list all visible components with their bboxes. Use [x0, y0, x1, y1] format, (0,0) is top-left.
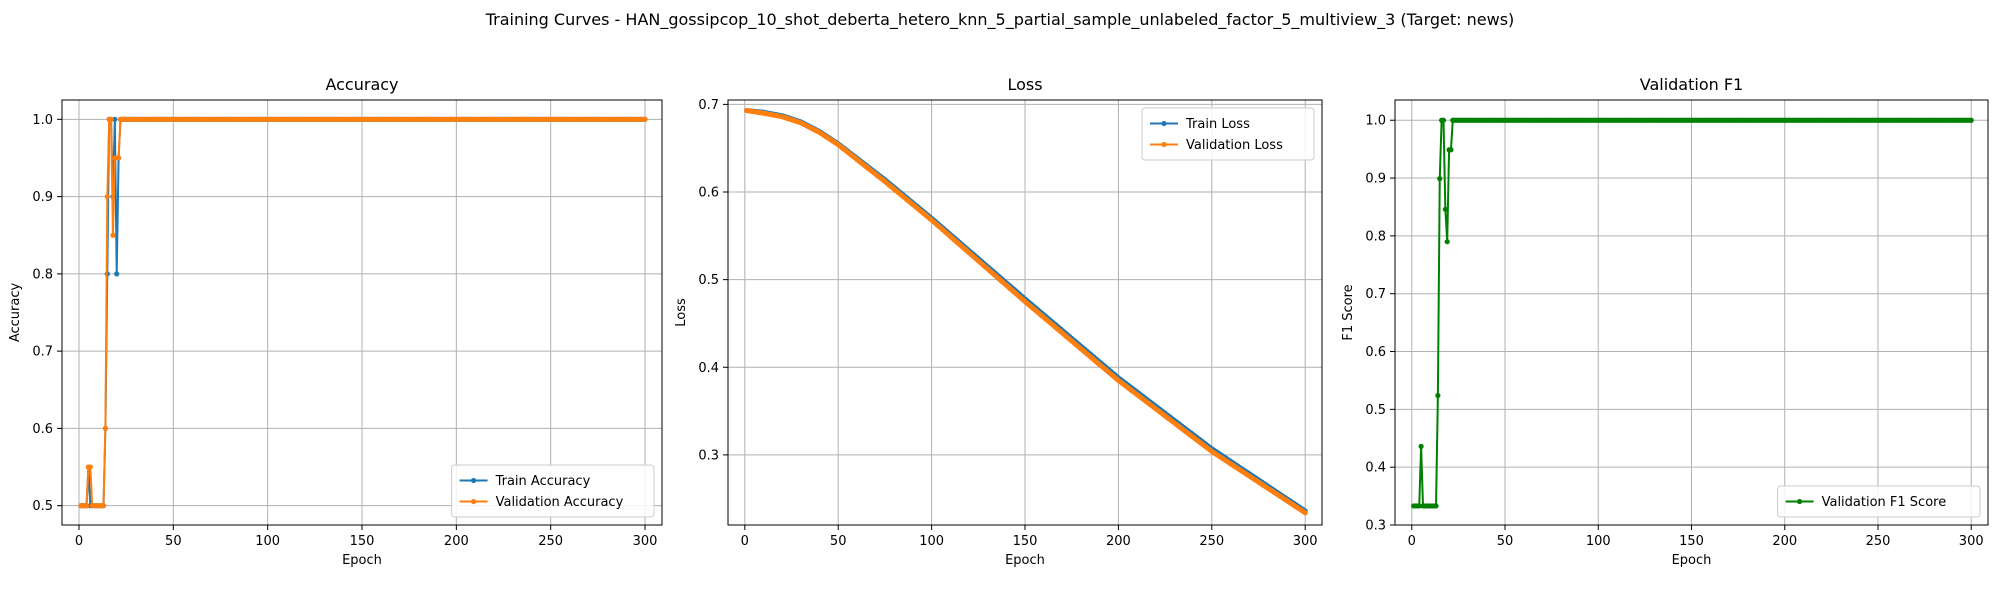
x-tick-label: 250: [1866, 534, 1891, 549]
y-axis-label: F1 Score: [1341, 284, 1356, 340]
x-tick-label: 50: [165, 534, 182, 549]
data-point: [110, 232, 116, 238]
legend-label: Validation Loss: [1186, 138, 1283, 153]
x-tick-label: 0: [741, 534, 749, 549]
legend-label: Validation Accuracy: [496, 495, 624, 510]
y-tick-label: 0.6: [698, 186, 719, 201]
data-point: [1437, 176, 1443, 182]
data-point: [642, 116, 648, 122]
data-point: [1302, 510, 1308, 516]
legend-marker: [471, 498, 477, 505]
x-axis-label: Epoch: [342, 553, 382, 568]
data-point: [114, 271, 120, 277]
data-point: [102, 425, 108, 432]
x-tick-label: 0: [1408, 534, 1416, 549]
x-tick-label: 0: [75, 534, 83, 549]
data-point: [116, 155, 122, 161]
x-tick-label: 300: [1293, 534, 1318, 549]
x-tick-label: 100: [1586, 534, 1611, 549]
y-tick-label: 0.8: [32, 267, 53, 282]
x-tick-label: 200: [1772, 534, 1797, 549]
x-tick-label: 150: [1679, 534, 1704, 549]
panel-title: Loss: [1007, 75, 1042, 94]
data-point: [1433, 503, 1439, 509]
y-tick-label: 1.0: [1365, 114, 1386, 129]
y-axis-label: Accuracy: [8, 283, 23, 343]
data-point: [1442, 206, 1448, 212]
data-point: [87, 464, 93, 470]
data-point: [1968, 117, 1974, 123]
legend-label: Validation F1 Score: [1822, 495, 1947, 510]
y-tick-label: 0.5: [32, 499, 53, 514]
data-point: [104, 193, 110, 200]
x-tick-label: 100: [919, 534, 944, 549]
series-line-train-loss: [746, 109, 1306, 512]
data-point: [112, 116, 118, 122]
data-point: [108, 116, 114, 122]
y-axis-label: Loss: [674, 298, 689, 327]
data-point: [1418, 443, 1424, 449]
x-tick-label: 150: [1013, 534, 1038, 549]
legend-marker: [471, 477, 477, 484]
x-tick-label: 150: [350, 534, 375, 549]
chart-panel-validation-f1: Validation F1 0 50 100 150 200 250 300 0.3 0.4 0.5…: [1341, 75, 1989, 568]
legend: Validation F1 Score: [1777, 485, 1981, 518]
panel-title: Validation F1: [1640, 75, 1743, 94]
legend-marker: [1161, 141, 1167, 148]
x-tick-label: 250: [538, 534, 563, 549]
x-tick-label: 50: [1497, 534, 1514, 549]
x-tick-label: 200: [444, 534, 469, 549]
y-tick-label: 0.7: [32, 345, 53, 360]
y-tick-label: 0.7: [698, 98, 719, 113]
x-axis-label: Epoch: [1672, 553, 1712, 568]
x-tick-label: 300: [1959, 534, 1984, 549]
x-tick-label: 200: [1106, 534, 1131, 549]
y-tick-label: 0.8: [1365, 229, 1386, 244]
data-point: [1435, 392, 1441, 399]
data-point: [83, 503, 90, 509]
x-axis-label: Epoch: [1005, 553, 1045, 568]
chart-panel-accuracy: Accuracy 0 50 100 150 200 250 300 0.5 0.6 0.7 0.8 0.…: [8, 75, 663, 568]
x-tick-label: 100: [255, 534, 280, 549]
data-point: [100, 503, 107, 509]
y-tick-label: 0.3: [698, 448, 719, 463]
series-line-validation-accuracy: [80, 118, 646, 507]
legend-box: [451, 464, 655, 518]
panel-title: Accuracy: [325, 75, 398, 94]
legend-box: [1141, 107, 1315, 161]
data-point: [1440, 117, 1447, 123]
legend-marker: [1797, 498, 1803, 505]
figure-title: Training Curves - HAN_gossipcop_10_shot_…: [485, 10, 1515, 30]
data-point: [1416, 503, 1422, 509]
legend-box: [1777, 485, 1981, 518]
y-tick-label: 0.5: [1365, 403, 1386, 418]
y-tick-label: 0.9: [32, 190, 53, 205]
chart-panel-loss: Loss 0 50 100 150 200 250 300 0.3 0.4 0.5 0.6 0.7 Epo…: [674, 75, 1323, 568]
x-tick-label: 50: [830, 534, 847, 549]
legend-label: Train Accuracy: [495, 474, 591, 489]
y-tick-label: 0.9: [1365, 172, 1386, 187]
data-point: [1448, 147, 1454, 153]
x-tick-label: 300: [633, 534, 658, 549]
y-tick-label: 0.7: [1365, 287, 1386, 302]
legend: Train Loss Validation Loss: [1141, 107, 1315, 161]
y-tick-label: 0.6: [1365, 345, 1386, 360]
y-tick-label: 0.4: [1365, 461, 1386, 476]
y-tick-label: 0.3: [1365, 519, 1386, 534]
legend-label: Train Loss: [1185, 117, 1250, 132]
y-tick-label: 0.4: [698, 361, 719, 376]
y-tick-label: 0.5: [698, 273, 719, 288]
y-tick-label: 1.0: [32, 113, 53, 128]
x-tick-label: 250: [1199, 534, 1224, 549]
data-point: [1444, 239, 1450, 245]
legend: Train Accuracy Validation Accuracy: [451, 464, 655, 518]
legend-marker: [1161, 120, 1167, 127]
series-line-train-accuracy: [80, 118, 646, 507]
y-tick-label: 0.6: [32, 422, 53, 437]
